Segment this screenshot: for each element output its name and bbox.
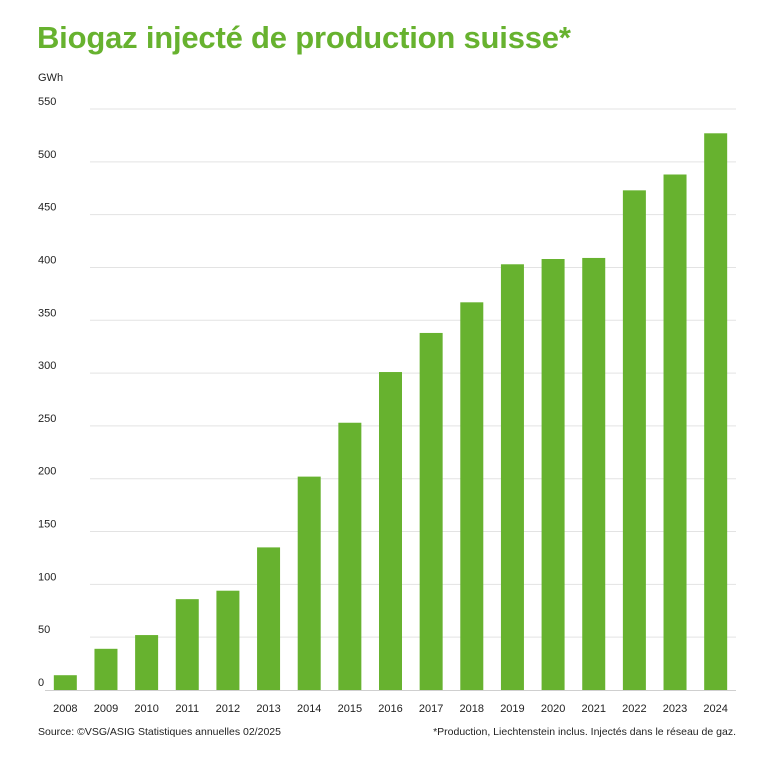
x-tick-label: 2022 [622, 703, 646, 715]
x-tick-label: 2016 [378, 703, 402, 715]
bar [663, 174, 687, 690]
y-tick-label: 500 [38, 149, 56, 161]
x-tick-label: 2012 [216, 703, 240, 715]
x-tick-label: 2020 [541, 703, 565, 715]
x-tick-label: 2008 [53, 703, 77, 715]
x-tick-label: 2015 [338, 703, 362, 715]
bar [704, 133, 728, 690]
y-axis-unit-label: GWh [38, 72, 64, 84]
bar [500, 264, 524, 690]
bar [582, 257, 606, 690]
x-tick-label: 2013 [256, 703, 280, 715]
bar [297, 476, 321, 690]
bar [419, 332, 443, 690]
bar [94, 648, 118, 690]
y-tick-label: 250 [38, 413, 56, 425]
x-tick-label: 2018 [460, 703, 484, 715]
y-tick-label: 300 [38, 360, 56, 372]
bar [175, 599, 199, 690]
bar [257, 547, 281, 690]
y-tick-label: 550 [38, 96, 56, 108]
bar [379, 372, 402, 690]
source-note: Source: ©VSG/ASIG Statistiques annuelles… [38, 726, 281, 738]
x-tick-label: 2021 [581, 703, 605, 715]
x-tick-label: 2014 [297, 703, 321, 715]
bar [216, 590, 240, 690]
y-tick-label: 50 [38, 624, 50, 636]
y-tick-label: 0 [38, 677, 44, 689]
y-tick-label: 450 [38, 202, 56, 214]
y-tick-label: 350 [38, 307, 56, 319]
x-tick-label: 2010 [134, 703, 158, 715]
x-tick-label: 2009 [94, 703, 118, 715]
x-tick-label: 2024 [703, 703, 727, 715]
x-tick-label: 2011 [175, 703, 199, 715]
chart-title: Biogaz injecté de production suisse* [37, 20, 571, 55]
x-tick-label: 2023 [663, 703, 687, 715]
y-tick-label: 100 [38, 571, 56, 583]
y-tick-label: 150 [38, 519, 56, 531]
x-tick-label: 2017 [419, 703, 443, 715]
bar [622, 190, 646, 690]
y-tick-label: 200 [38, 466, 56, 478]
bar [53, 675, 77, 690]
x-tick-label: 2019 [500, 703, 524, 715]
y-tick-label: 400 [38, 254, 56, 266]
bar [338, 422, 362, 690]
bar [135, 635, 159, 690]
bar [541, 259, 565, 690]
footnote: *Production, Liechtenstein inclus. Injec… [433, 726, 736, 738]
bar [460, 302, 484, 690]
